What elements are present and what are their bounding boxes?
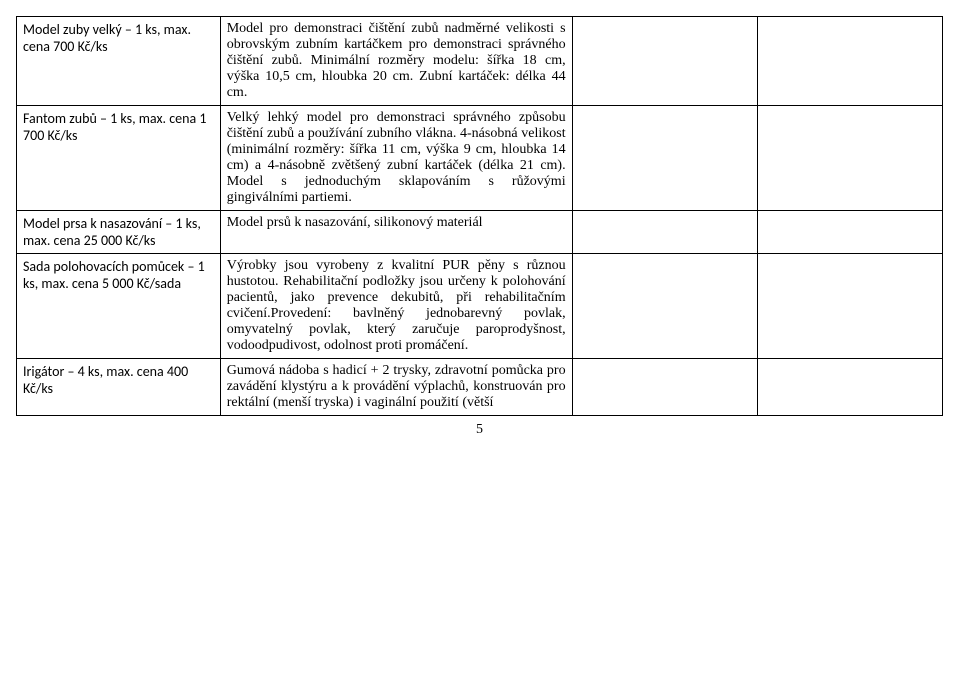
- table-row: Irigátor – 4 ks, max. cena 400 Kč/ks Gum…: [17, 359, 943, 416]
- empty-cell: [572, 359, 757, 416]
- item-desc: Velký lehký model pro demonstraci správn…: [220, 106, 572, 211]
- table-row: Model zuby velký – 1 ks, max. cena 700 K…: [17, 17, 943, 106]
- empty-cell: [757, 359, 942, 416]
- empty-cell: [757, 17, 942, 106]
- item-title: Model prsa k nasazování – 1 ks, max. cen…: [17, 211, 221, 254]
- empty-cell: [757, 106, 942, 211]
- item-desc: Gumová nádoba s hadicí + 2 trysky, zdrav…: [220, 359, 572, 416]
- item-desc: Model prsů k nasazování, silikonový mate…: [220, 211, 572, 254]
- item-title: Sada polohovacích pomůcek – 1 ks, max. c…: [17, 254, 221, 359]
- empty-cell: [572, 17, 757, 106]
- empty-cell: [572, 254, 757, 359]
- empty-cell: [757, 211, 942, 254]
- empty-cell: [572, 106, 757, 211]
- empty-cell: [572, 211, 757, 254]
- page-number: 5: [16, 422, 943, 438]
- table-row: Model prsa k nasazování – 1 ks, max. cen…: [17, 211, 943, 254]
- item-title: Irigátor – 4 ks, max. cena 400 Kč/ks: [17, 359, 221, 416]
- item-desc: Výrobky jsou vyrobeny z kvalitní PUR pěn…: [220, 254, 572, 359]
- table-row: Sada polohovacích pomůcek – 1 ks, max. c…: [17, 254, 943, 359]
- spec-table: Model zuby velký – 1 ks, max. cena 700 K…: [16, 16, 943, 416]
- item-desc: Model pro demonstraci čištění zubů nadmě…: [220, 17, 572, 106]
- item-title: Model zuby velký – 1 ks, max. cena 700 K…: [17, 17, 221, 106]
- empty-cell: [757, 254, 942, 359]
- table-row: Fantom zubů – 1 ks, max. cena 1 700 Kč/k…: [17, 106, 943, 211]
- item-title: Fantom zubů – 1 ks, max. cena 1 700 Kč/k…: [17, 106, 221, 211]
